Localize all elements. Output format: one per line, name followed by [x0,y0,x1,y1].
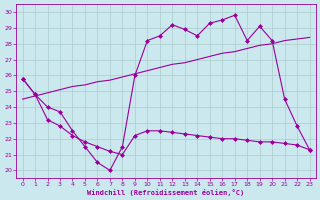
X-axis label: Windchill (Refroidissement éolien,°C): Windchill (Refroidissement éolien,°C) [87,189,245,196]
